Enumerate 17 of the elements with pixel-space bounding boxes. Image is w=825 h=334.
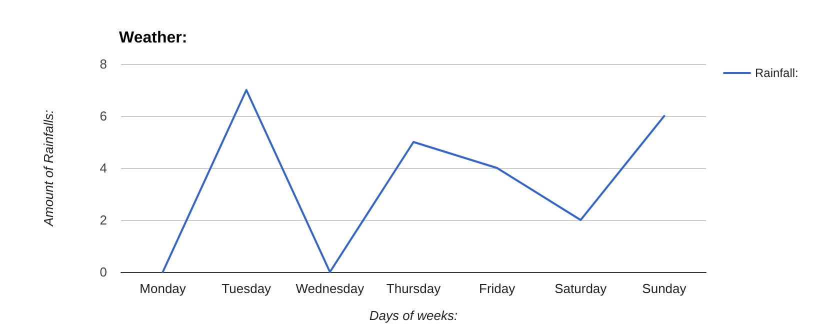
y-tick-label: 4 — [100, 160, 107, 176]
chart-title: Weather: — [119, 30, 188, 46]
x-tick-label: Friday — [479, 281, 516, 296]
y-axis-title: Amount of Rainfalls: — [41, 109, 56, 228]
x-axis-title: Days of weeks: — [369, 308, 458, 323]
x-tick-label: Thursday — [386, 281, 442, 296]
y-tick-label: 2 — [100, 212, 107, 228]
x-tick-label: Saturday — [554, 281, 608, 296]
x-tick-label: Monday — [140, 281, 186, 296]
x-tick-label: Wednesday — [296, 281, 365, 296]
y-tick-label: 0 — [100, 264, 107, 280]
x-tick-label: Sunday — [642, 281, 687, 296]
y-tick-label: 6 — [100, 108, 107, 124]
x-tick-label: Tuesday — [222, 281, 272, 296]
y-tick-label: 8 — [100, 56, 107, 72]
legend-label: Rainfall: — [755, 66, 798, 80]
line-series — [162, 89, 666, 273]
